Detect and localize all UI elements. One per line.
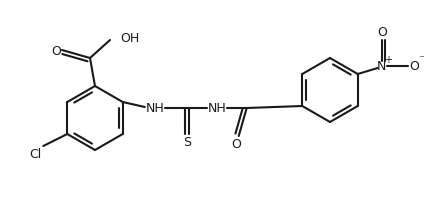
Text: S: S	[183, 136, 191, 149]
Text: OH: OH	[120, 32, 139, 45]
Text: O: O	[51, 45, 61, 58]
Text: ⁻: ⁻	[418, 54, 423, 64]
Text: O: O	[231, 138, 240, 151]
Text: Cl: Cl	[29, 148, 42, 161]
Text: NH: NH	[145, 101, 164, 114]
Text: NH: NH	[207, 101, 226, 114]
Text: +: +	[384, 55, 392, 65]
Text: N: N	[377, 59, 386, 72]
Text: O: O	[409, 59, 419, 72]
Text: O: O	[377, 25, 387, 38]
